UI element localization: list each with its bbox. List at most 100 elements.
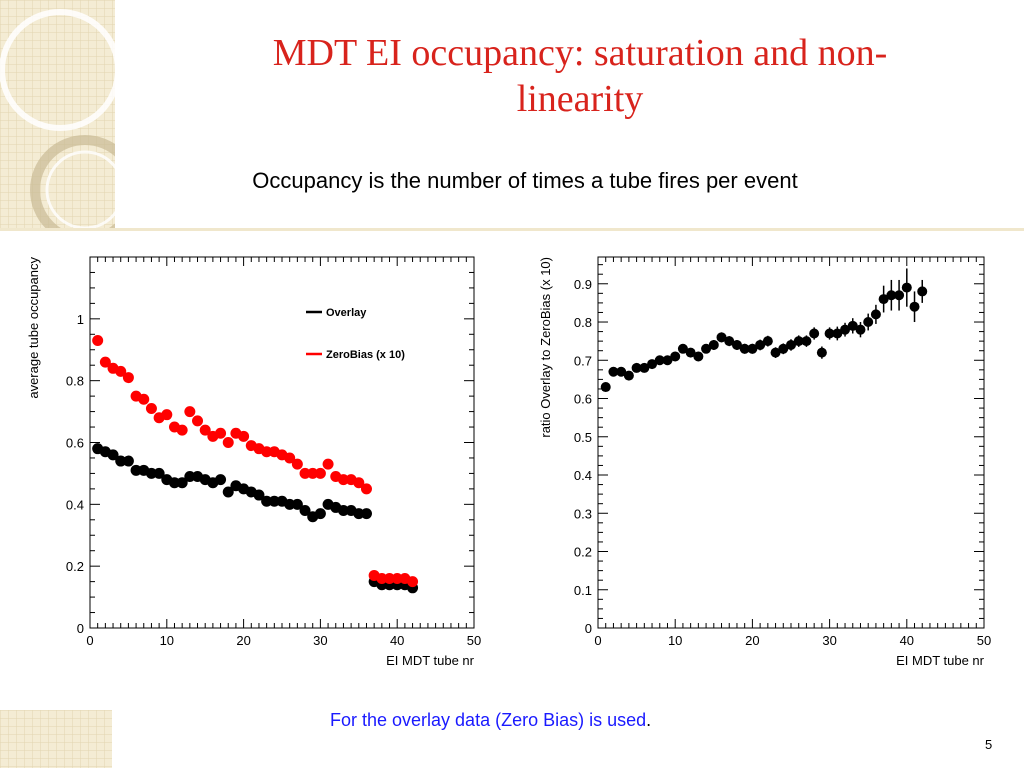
x-tick-label: 50 — [467, 633, 481, 648]
x-tick-label: 30 — [313, 633, 327, 648]
data-point — [284, 498, 296, 510]
y-tick-label: 0.4 — [574, 468, 592, 483]
legend-entry: ZeroBias (x 10) — [326, 349, 405, 361]
data-point — [778, 343, 789, 354]
data-point — [307, 467, 319, 479]
data-point — [184, 471, 196, 483]
data-point — [909, 301, 920, 312]
x-axis-label: EI MDT tube nr — [896, 653, 985, 668]
data-point — [376, 573, 388, 585]
data-point — [770, 347, 781, 358]
y-tick-label: 0 — [585, 621, 592, 636]
y-tick-label: 0 — [77, 621, 84, 636]
data-point — [291, 498, 303, 510]
data-point — [677, 343, 688, 354]
data-point — [793, 336, 804, 347]
data-point — [291, 458, 303, 470]
data-point — [130, 464, 142, 476]
data-point — [215, 427, 227, 439]
data-point — [762, 336, 773, 347]
data-point — [107, 449, 119, 461]
x-tick-label: 0 — [594, 633, 601, 648]
y-tick-label: 0.2 — [66, 559, 84, 574]
data-point — [600, 382, 611, 393]
data-point — [360, 508, 372, 520]
y-tick-label: 0.6 — [574, 392, 592, 407]
decorative-top-bar — [0, 228, 1024, 231]
data-point — [824, 328, 835, 339]
data-point — [647, 359, 658, 370]
plot-frame — [89, 256, 475, 629]
y-tick-label: 0.2 — [574, 545, 592, 560]
slide-number: 5 — [985, 737, 993, 752]
data-point — [138, 393, 150, 405]
y-tick-label: 0.8 — [574, 315, 592, 330]
data-point — [99, 356, 111, 368]
data-point — [192, 415, 204, 427]
data-point — [654, 355, 665, 366]
data-point — [685, 347, 696, 358]
data-point — [115, 365, 127, 377]
data-point — [407, 576, 419, 588]
y-tick-label: 0.3 — [574, 506, 592, 521]
data-point — [786, 339, 796, 350]
data-point — [92, 334, 104, 346]
data-point — [747, 343, 758, 354]
legend-entry: Overlay — [326, 307, 367, 319]
y-tick-label: 0.9 — [574, 277, 592, 292]
data-point — [917, 286, 928, 297]
decorative-corner-pattern — [0, 0, 115, 230]
data-point — [360, 483, 372, 495]
slide-title: MDT EI occupancy: saturation and non-lin… — [272, 32, 888, 120]
data-point — [623, 370, 634, 381]
y-tick-label: 0.7 — [574, 353, 592, 368]
y-axis-label: average tube occupancy — [26, 257, 41, 399]
x-tick-label: 50 — [977, 633, 991, 648]
data-point — [863, 317, 874, 328]
data-point — [878, 294, 889, 305]
data-point — [145, 467, 157, 479]
y-tick-label: 0.8 — [66, 374, 84, 389]
series-1 — [92, 334, 419, 588]
data-point — [253, 489, 265, 501]
data-point — [616, 366, 627, 377]
data-point — [168, 477, 180, 489]
data-point — [739, 343, 750, 354]
data-point — [608, 366, 619, 377]
y-tick-label: 0.5 — [574, 430, 592, 445]
x-tick-label: 30 — [822, 633, 836, 648]
data-point — [716, 332, 727, 343]
data-point — [832, 328, 843, 339]
data-point — [855, 324, 866, 335]
data-point — [184, 406, 196, 418]
x-tick-label: 20 — [236, 633, 250, 648]
data-point — [801, 336, 812, 347]
data-point — [701, 343, 712, 354]
data-point — [122, 455, 134, 467]
decorative-bottom-pattern — [0, 710, 112, 768]
data-point — [222, 437, 234, 448]
data-point — [299, 505, 311, 517]
x-tick-label: 20 — [745, 633, 759, 648]
data-point — [708, 339, 719, 350]
data-point — [238, 430, 250, 442]
data-point — [724, 336, 735, 347]
data-point — [755, 339, 766, 350]
series-0 — [92, 443, 419, 594]
data-point — [145, 402, 157, 414]
footnote-text: For the overlay data (Zero Bias) is used — [330, 710, 647, 730]
data-point — [284, 452, 296, 464]
data-point — [384, 573, 396, 585]
y-tick-label: 0.6 — [66, 436, 84, 451]
y-tick-label: 0.4 — [66, 497, 84, 512]
data-point — [153, 467, 165, 479]
x-tick-label: 10 — [668, 633, 682, 648]
data-point — [631, 362, 642, 373]
data-point — [840, 324, 851, 335]
y-tick-label: 0.1 — [574, 583, 592, 598]
data-point — [215, 474, 227, 486]
data-point — [391, 573, 403, 585]
data-point — [161, 409, 173, 421]
series-0 — [600, 268, 928, 393]
data-point — [122, 372, 134, 384]
